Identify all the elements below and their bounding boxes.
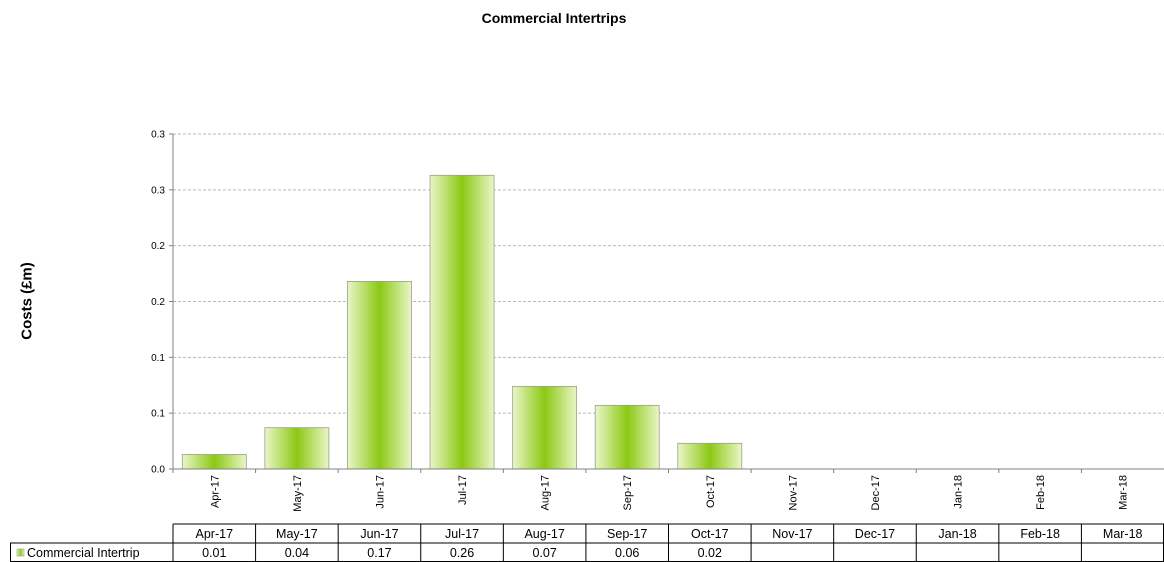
bar-apr-17: [181, 454, 247, 470]
table-header-cell: Dec-17: [855, 527, 895, 541]
table-header-cell: Nov-17: [772, 527, 812, 541]
table-header-cell: Jun-17: [360, 527, 398, 541]
table-header-cell: Jan-18: [938, 527, 976, 541]
bar-aug-17: [512, 385, 578, 470]
table-value-cell: 0.04: [285, 546, 309, 560]
table-value-cell: 0.07: [532, 546, 556, 560]
x-tick-label: Nov-17: [787, 475, 799, 510]
bar-oct-17: [677, 442, 743, 470]
y-tick-label: 0.3: [151, 130, 165, 141]
x-tick-label: Feb-18: [1035, 475, 1047, 510]
table-header-cell: Sep-17: [607, 527, 647, 541]
x-tick-labels: Apr-17 May-17 Jun-17 Jul-17 Aug-17 Sep-17 Oct-…: [172, 469, 1130, 512]
x-tick-label: Jan-18: [953, 475, 965, 509]
table-value-cell: 0.01: [202, 546, 226, 560]
y-tick-label: 0.3: [151, 185, 165, 196]
x-tick-label: Sep-17: [622, 475, 634, 510]
x-tick-label: Apr-17: [209, 475, 221, 508]
x-tick-label: May-17: [292, 475, 304, 512]
bar-jul-17: [429, 174, 495, 470]
x-tick-label: Mar-18: [1118, 475, 1130, 510]
table-header-cell: Feb-18: [1020, 527, 1060, 541]
bars: [181, 174, 743, 470]
x-tick-label: Jul-17: [457, 475, 469, 505]
table-header-cell: Mar-18: [1103, 527, 1143, 541]
table-header-cell: Jul-17: [445, 527, 479, 541]
table-header-cell: May-17: [276, 527, 318, 541]
table-header-cell: Apr-17: [196, 527, 234, 541]
table-row-label: Commercial Intertrip: [27, 546, 140, 560]
bar-may-17: [264, 427, 330, 470]
y-tick-label: 0.1: [151, 353, 165, 364]
y-tick-label: 0.1: [151, 409, 165, 420]
chart-title: Commercial Intertrips: [481, 10, 627, 26]
bar-jun-17: [347, 280, 412, 470]
table-header-cell: Oct-17: [691, 527, 729, 541]
x-tick-label: Dec-17: [870, 475, 882, 510]
table-value-cell: 0.02: [698, 546, 722, 560]
data-table: Apr-17 0.01 May-17 0.04 Jun-17 0.17 Jul-17 0.26…: [10, 523, 1164, 562]
y-tick-labels: 0.0 0.1 0.1 0.2 0.2 0.3 0.3: [151, 130, 173, 476]
x-tick-label: Aug-17: [540, 475, 552, 510]
y-tick-label: 0.0: [151, 465, 165, 476]
gridlines: [173, 133, 1164, 414]
table-value-cell: 0.06: [615, 546, 639, 560]
y-tick-label: 0.2: [151, 297, 165, 308]
bar-sep-17: [594, 404, 660, 470]
y-tick-label: 0.2: [151, 241, 165, 252]
x-tick-label: Oct-17: [705, 475, 717, 508]
x-tick-label: Jun-17: [374, 475, 386, 509]
table-header-cell: Aug-17: [524, 527, 564, 541]
table-value-cell: 0.17: [367, 546, 391, 560]
legend-swatch: [16, 548, 25, 557]
table-value-cell: 0.26: [450, 546, 474, 560]
